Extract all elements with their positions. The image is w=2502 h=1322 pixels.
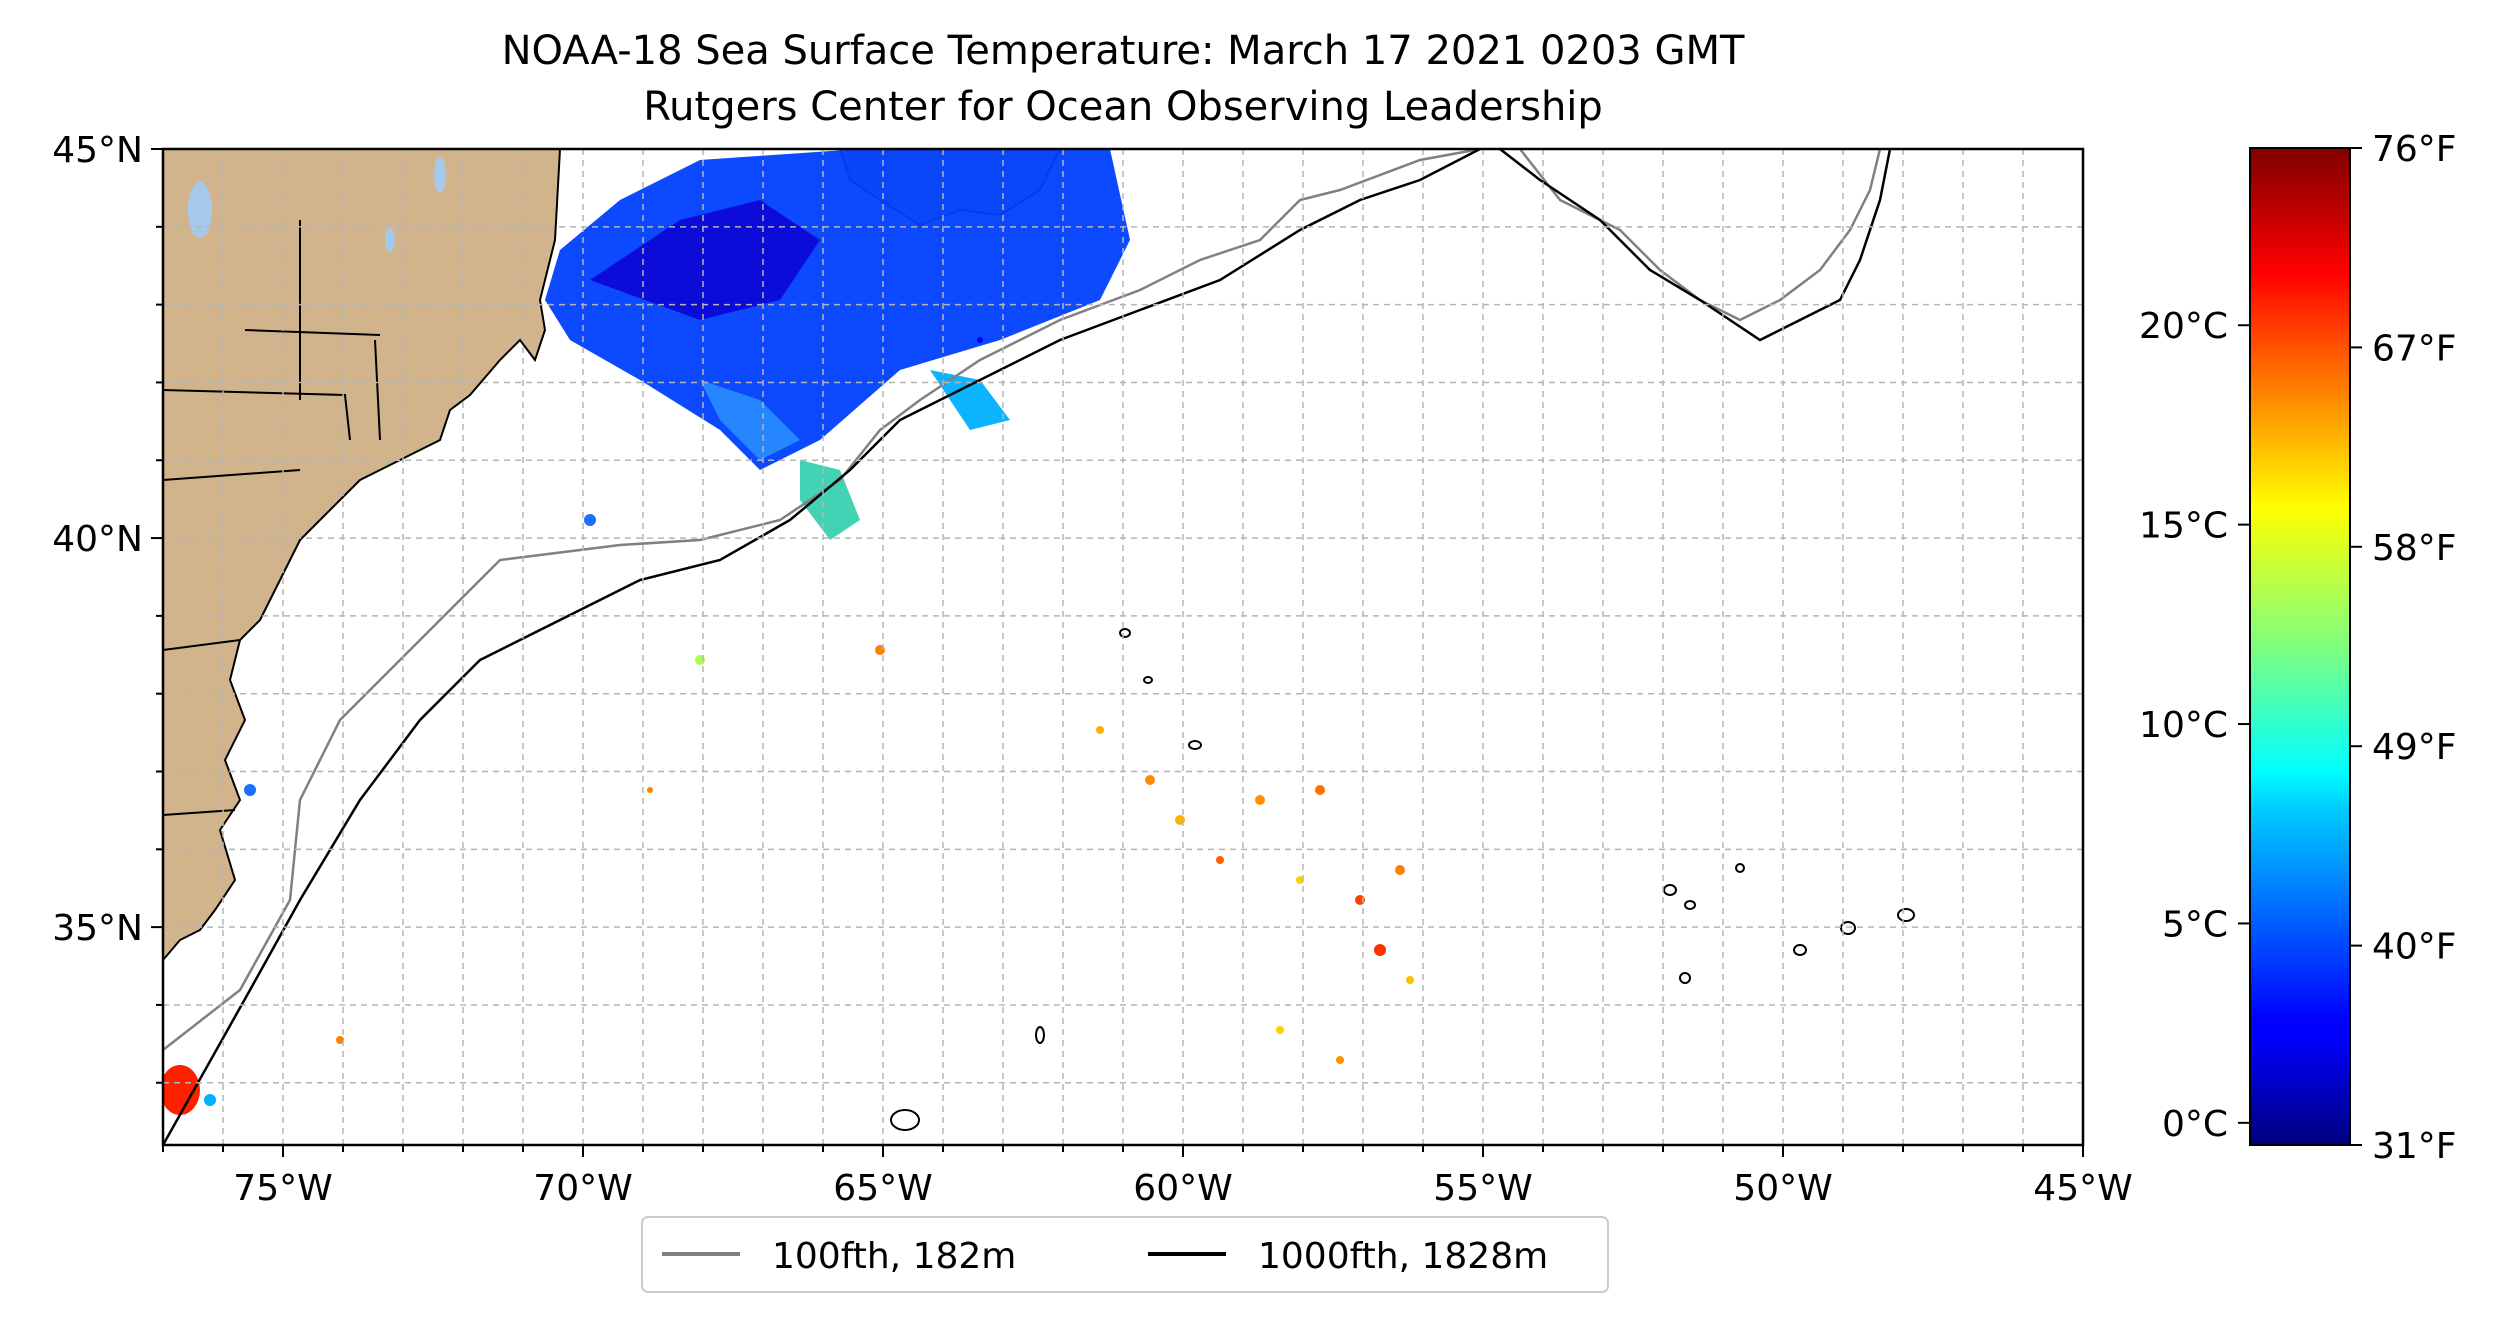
lon-tick-labels: 75°W 70°W 65°W 60°W 55°W 50°W 45°W <box>233 1168 2132 1209</box>
legend-box <box>641 1216 1609 1293</box>
colorbar-fahrenheit-label: 31°F <box>2372 1126 2457 1167</box>
colorbar-fahrenheit-ticks: 31°F 40°F 49°F 58°F 67°F 76°F <box>2350 129 2457 1167</box>
seamounts <box>890 628 1915 1131</box>
isobath-1000 <box>163 149 1892 1145</box>
colorbar-fahrenheit-label: 58°F <box>2372 528 2457 569</box>
lat-tick-label: 35°N <box>52 908 143 949</box>
land-mass <box>163 149 562 962</box>
colorbar-celsius-label: 20°C <box>2139 306 2228 347</box>
sst-scatter <box>163 337 1414 1115</box>
map-area <box>163 149 2083 1145</box>
colorbar-fahrenheit-label: 76°F <box>2372 129 2457 170</box>
colorbar-celsius-label: 5°C <box>2162 904 2228 945</box>
colorbar-celsius-ticks: 0°C 5°C 10°C 15°C 20°C <box>2139 306 2250 1145</box>
gridlines <box>163 149 2083 1145</box>
lakes <box>188 157 446 252</box>
colorbar: 0°C 5°C 10°C 15°C 20°C 31°F 40°F 49°F 58°F 67°F 7… <box>2139 129 2456 1167</box>
axis-ticks <box>151 148 2084 1157</box>
legend-label-1000: 1000fth, 1828m <box>1258 1236 1548 1277</box>
colorbar-fahrenheit-label: 49°F <box>2372 727 2457 768</box>
colorbar-fahrenheit-label: 40°F <box>2372 927 2457 968</box>
lat-tick-label: 45°N <box>52 130 143 171</box>
lon-tick-label: 45°W <box>2033 1168 2132 1209</box>
lon-tick-label: 60°W <box>1133 1168 1232 1209</box>
legend: 100fth, 182m 1000fth, 1828m <box>641 1216 1609 1293</box>
colorbar-celsius-label: 0°C <box>2162 1104 2228 1145</box>
colorbar-gradient <box>2249 147 2351 1146</box>
legend-label-100: 100fth, 182m <box>772 1236 1016 1277</box>
title-line2: Rutgers Center for Ocean Observing Leade… <box>643 84 1603 130</box>
title-line1: NOAA-18 Sea Surface Temperature: March 1… <box>502 28 1745 74</box>
lon-tick-label: 70°W <box>533 1168 632 1209</box>
colorbar-celsius-label: 15°C <box>2139 506 2228 547</box>
lon-tick-label: 65°W <box>833 1168 932 1209</box>
colorbar-fahrenheit-label: 67°F <box>2372 328 2457 369</box>
state-borders <box>163 220 381 816</box>
lon-tick-label: 55°W <box>1433 1168 1532 1209</box>
lon-tick-label: 75°W <box>233 1168 332 1209</box>
lat-tick-label: 40°N <box>52 519 143 560</box>
colorbar-celsius-label: 10°C <box>2139 705 2228 746</box>
lat-tick-labels: 35°N 40°N 45°N <box>52 130 143 949</box>
lon-tick-label: 50°W <box>1733 1168 1832 1209</box>
